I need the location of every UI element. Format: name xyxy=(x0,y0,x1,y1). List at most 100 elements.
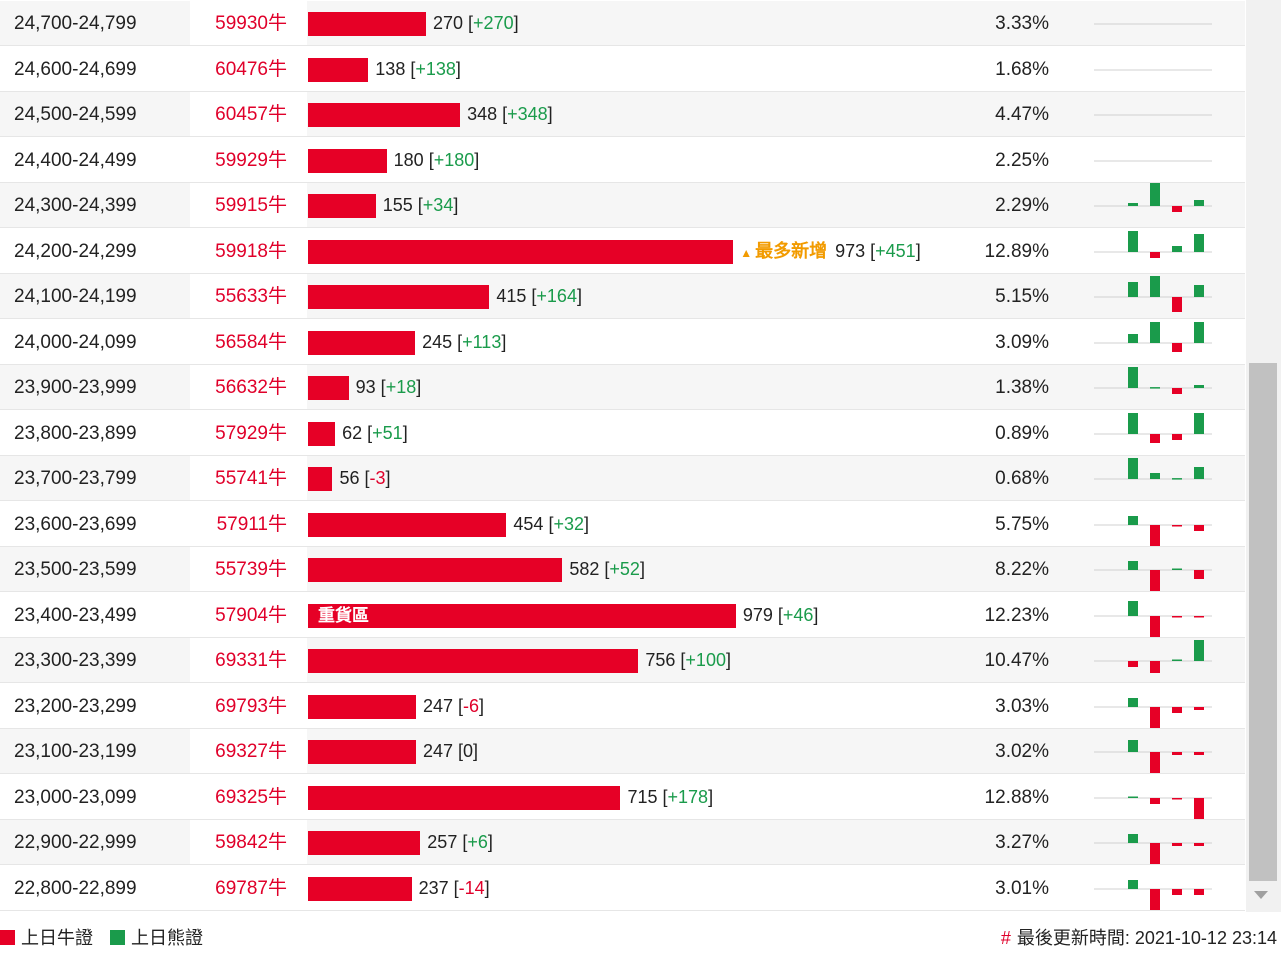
sparkline-bar xyxy=(1194,570,1204,579)
most-added-tag: ▲ 最多新增 xyxy=(740,241,827,261)
strike-range: 23,000-23,099 xyxy=(14,786,137,808)
sparkline-bar xyxy=(1194,467,1204,479)
table-row[interactable]: 24,000-24,099 56584牛 245 [+113] 3.09% xyxy=(0,319,1245,365)
bar-change: +270 xyxy=(473,13,514,33)
sparkline-bar xyxy=(1194,321,1204,343)
sparkline-bar xyxy=(1172,706,1182,713)
code-cell-bg xyxy=(190,774,307,819)
strike-range: 22,900-22,999 xyxy=(14,832,137,853)
sparkline-bar xyxy=(1128,740,1138,752)
sparkline-bar xyxy=(1194,752,1204,755)
legend: 上日牛證 上日熊證 xyxy=(0,924,215,950)
code-cell-bg xyxy=(190,410,307,455)
warrant-code-link[interactable]: 55739牛 xyxy=(215,559,287,580)
sparkline-bar xyxy=(1128,600,1138,616)
bar-value-label: 257 [+6] xyxy=(427,832,493,852)
percentage: 2.29% xyxy=(995,195,1049,216)
warrant-code-link[interactable]: 69793牛 xyxy=(215,695,287,717)
value-bar xyxy=(308,239,734,264)
code-cell-bg xyxy=(190,456,307,500)
table-row[interactable]: 23,100-23,199 69327牛 247 [0] 3.02% xyxy=(0,729,1245,774)
warrant-code-link[interactable]: 59915牛 xyxy=(215,195,287,216)
sparkline-bar xyxy=(1172,615,1182,617)
table-row[interactable]: 24,600-24,699 60476牛 138 [+138] 1.68% xyxy=(0,46,1245,92)
value-bar xyxy=(308,330,416,355)
warrant-code-link[interactable]: 69325牛 xyxy=(215,786,287,808)
bar-change: +51 xyxy=(372,422,403,443)
table-row[interactable]: 23,200-23,299 69793牛 247 [-6] 3.03% xyxy=(0,683,1245,729)
code-cell-bg xyxy=(190,183,307,227)
sparkline-bar xyxy=(1150,797,1160,804)
bar-change: +451 xyxy=(875,240,916,261)
bar-value-label: 138 [+138] xyxy=(375,58,461,79)
table-row[interactable]: 23,500-23,599 55739牛 582 [+52] 8.22% xyxy=(0,547,1245,592)
strike-range: 24,500-24,599 xyxy=(14,104,137,125)
table-row[interactable]: 23,800-23,899 57929牛 62 [+51] 0.89% xyxy=(0,410,1245,456)
table-row[interactable]: 23,700-23,799 55741牛 56 [-3] 0.68% xyxy=(0,456,1245,501)
bar-value: 257 xyxy=(427,832,458,852)
bar-value: 582 xyxy=(569,559,600,579)
warrant-code-link[interactable]: 69327牛 xyxy=(215,741,287,762)
table-row[interactable]: 23,400-23,499 57904牛 重貨區 979 [+46] 12.23% xyxy=(0,592,1245,638)
last-update: # 最後更新時間: 2021-10-12 23:14 xyxy=(1001,924,1277,950)
table-row[interactable]: 23,900-23,999 56632牛 93 [+18] 1.38% xyxy=(0,365,1245,410)
sparkline-bar xyxy=(1128,282,1138,297)
sparkline-bar xyxy=(1194,797,1204,819)
scroll-down-arrow-icon[interactable] xyxy=(1254,891,1268,899)
table-row[interactable]: 22,900-22,999 59842牛 257 [+6] 3.27% xyxy=(0,820,1245,865)
table-row[interactable]: 24,500-24,599 60457牛 348 [+348] 4.47% xyxy=(0,92,1245,137)
percentage: 10.47% xyxy=(984,650,1049,671)
trend-sparkline xyxy=(1094,321,1212,352)
table-row[interactable]: 22,800-22,899 69787牛 237 [-14] 3.01% xyxy=(0,865,1245,911)
trend-sparkline xyxy=(1094,879,1212,910)
code-cell-bg xyxy=(190,92,307,136)
warrant-code-link[interactable]: 59918牛 xyxy=(215,240,287,262)
sparkline-bar xyxy=(1150,183,1160,206)
sparkline-bar xyxy=(1172,245,1182,252)
bar-value-label: 180 [+180] xyxy=(393,149,480,170)
warrant-code-link[interactable]: 55633牛 xyxy=(215,286,287,307)
table-row[interactable]: 24,100-24,199 55633牛 415 [+164] 5.15% xyxy=(0,274,1245,319)
code-cell-bg xyxy=(190,46,307,91)
warrant-code-link[interactable]: 57904牛 xyxy=(215,604,287,626)
warrant-code-link[interactable]: 59842牛 xyxy=(215,832,287,853)
table-row[interactable]: 23,300-23,399 69331牛 756 [+100] 10.47% xyxy=(0,638,1245,683)
warrant-code-link[interactable]: 57929牛 xyxy=(215,422,287,444)
table-row[interactable]: 24,400-24,499 59929牛 180 [+180] 2.25% xyxy=(0,137,1245,183)
warrant-code-link[interactable]: 59929牛 xyxy=(215,149,287,171)
heavy-zone-label: 重貨區 xyxy=(318,605,369,625)
warrant-code-link[interactable]: 60476牛 xyxy=(215,58,287,80)
warrant-code-link[interactable]: 56632牛 xyxy=(215,377,287,398)
warrant-code-link[interactable]: 57911牛 xyxy=(216,513,287,535)
bar-value-label: 979 [+46] xyxy=(742,604,819,625)
percentage: 8.22% xyxy=(995,559,1049,580)
sparkline-bar xyxy=(1150,661,1160,673)
most-added-label: 最多新增 xyxy=(755,240,828,261)
table-row[interactable]: 24,200-24,299 59918牛 ▲ 最多新增 973 [+451] 12.89% xyxy=(0,228,1245,274)
bar-value: 979 xyxy=(742,604,773,625)
table-row[interactable]: 23,000-23,099 69325牛 715 [+178] 12.88% xyxy=(0,774,1245,820)
value-bar xyxy=(308,785,621,810)
table-row[interactable]: 24,300-24,399 59915牛 155 [+34] 2.29% xyxy=(0,183,1245,228)
sparkline-bar xyxy=(1128,367,1138,388)
table-row[interactable]: 23,600-23,699 57911牛 454 [+32] 5.75% xyxy=(0,501,1245,547)
trend-sparkline xyxy=(1094,600,1212,637)
warrant-code-link[interactable]: 69331牛 xyxy=(215,650,287,671)
bar-value: 56 xyxy=(339,468,360,488)
bar-value-label: 415 [+164] xyxy=(496,286,582,306)
warrant-code-link[interactable]: 69787牛 xyxy=(215,877,287,899)
warrant-code-link[interactable]: 59930牛 xyxy=(215,13,287,34)
scrollbar-thumb[interactable] xyxy=(1249,363,1277,881)
warrant-code-link[interactable]: 55741牛 xyxy=(215,468,287,489)
warrant-code-link[interactable]: 56584牛 xyxy=(215,331,287,353)
trend-sparkline xyxy=(1094,276,1212,312)
value-bar xyxy=(308,876,412,901)
table-row[interactable]: 24,700-24,799 59930牛 270 [+270] 3.33% xyxy=(0,1,1245,46)
bar-change: +6 xyxy=(467,832,488,852)
sparkline-bar xyxy=(1172,568,1182,570)
sparkline-bar xyxy=(1172,206,1182,212)
bar-value: 62 xyxy=(342,422,363,443)
warrant-code-link[interactable]: 60457牛 xyxy=(215,104,287,125)
sparkline-bar xyxy=(1172,843,1182,846)
bull-swatch-icon xyxy=(0,930,15,945)
